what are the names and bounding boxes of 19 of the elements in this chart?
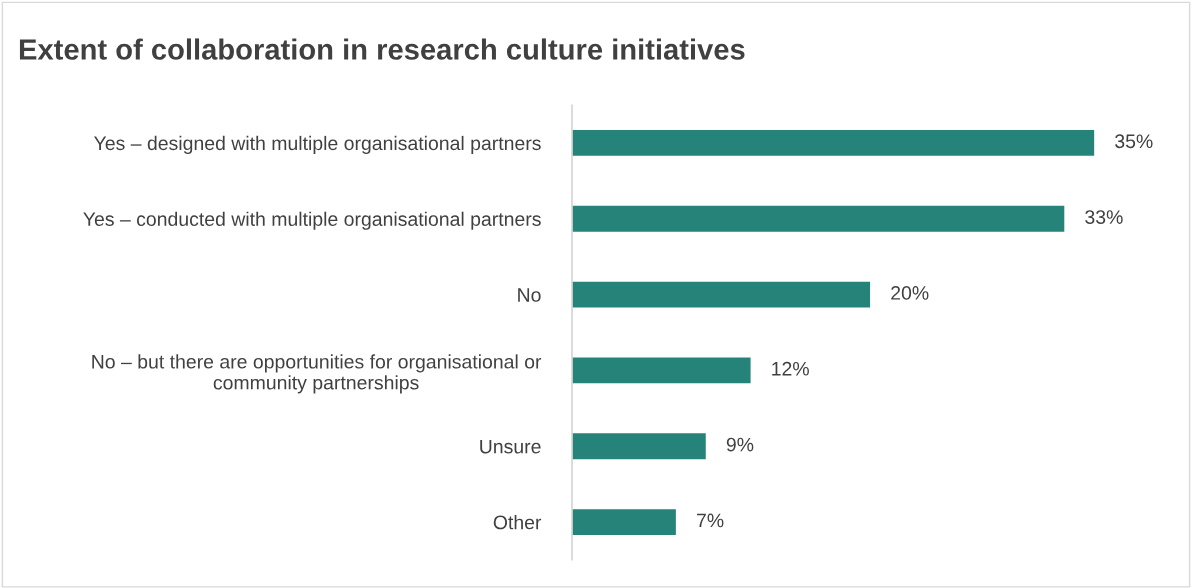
data-label: 12% — [772, 361, 809, 376]
data-label: 9% — [726, 437, 754, 452]
y-tick-label: Yes – designed with multiple organisational partners — [94, 135, 541, 154]
y-tick-label: Unsure — [480, 439, 541, 454]
bar — [572, 431, 708, 461]
bar — [572, 280, 872, 309]
data-label: 20% — [891, 286, 929, 300]
bar — [572, 128, 1096, 158]
y-tick-label: Other — [493, 515, 542, 530]
y-tick-label: Yes – conducted with multiple organisational partners — [83, 211, 541, 230]
data-label: 7% — [697, 513, 724, 528]
bar — [572, 507, 678, 537]
y-tick-label: No — [518, 288, 541, 302]
bar — [572, 204, 1066, 234]
y-tick-label: No – but there are opportunities for organisational or community partnerships — [92, 354, 542, 394]
data-label: 35% — [1115, 134, 1153, 149]
data-label: 33% — [1085, 210, 1123, 224]
chart-title: Extent of collaboration in research culture initiatives — [19, 38, 745, 60]
bar — [572, 356, 752, 385]
